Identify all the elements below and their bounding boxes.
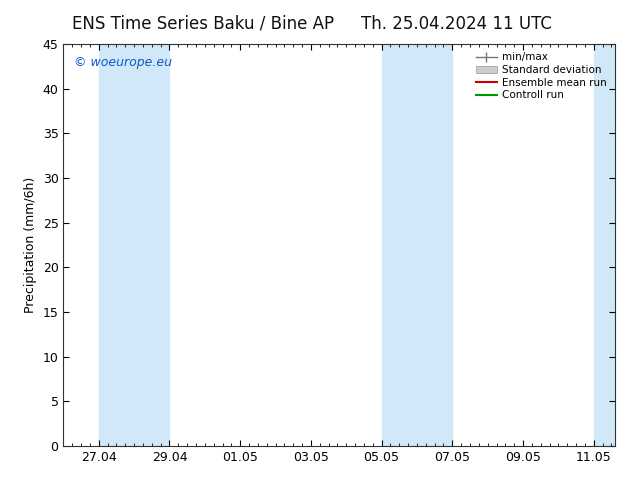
Y-axis label: Precipitation (mm/6h): Precipitation (mm/6h) xyxy=(24,177,37,313)
Bar xyxy=(382,44,452,446)
Bar xyxy=(594,44,615,446)
Bar xyxy=(99,44,169,446)
Legend: min/max, Standard deviation, Ensemble mean run, Controll run: min/max, Standard deviation, Ensemble me… xyxy=(473,49,610,103)
Text: ENS Time Series Baku / Bine AP: ENS Time Series Baku / Bine AP xyxy=(72,15,334,33)
Text: © woeurope.eu: © woeurope.eu xyxy=(74,56,172,69)
Text: Th. 25.04.2024 11 UTC: Th. 25.04.2024 11 UTC xyxy=(361,15,552,33)
